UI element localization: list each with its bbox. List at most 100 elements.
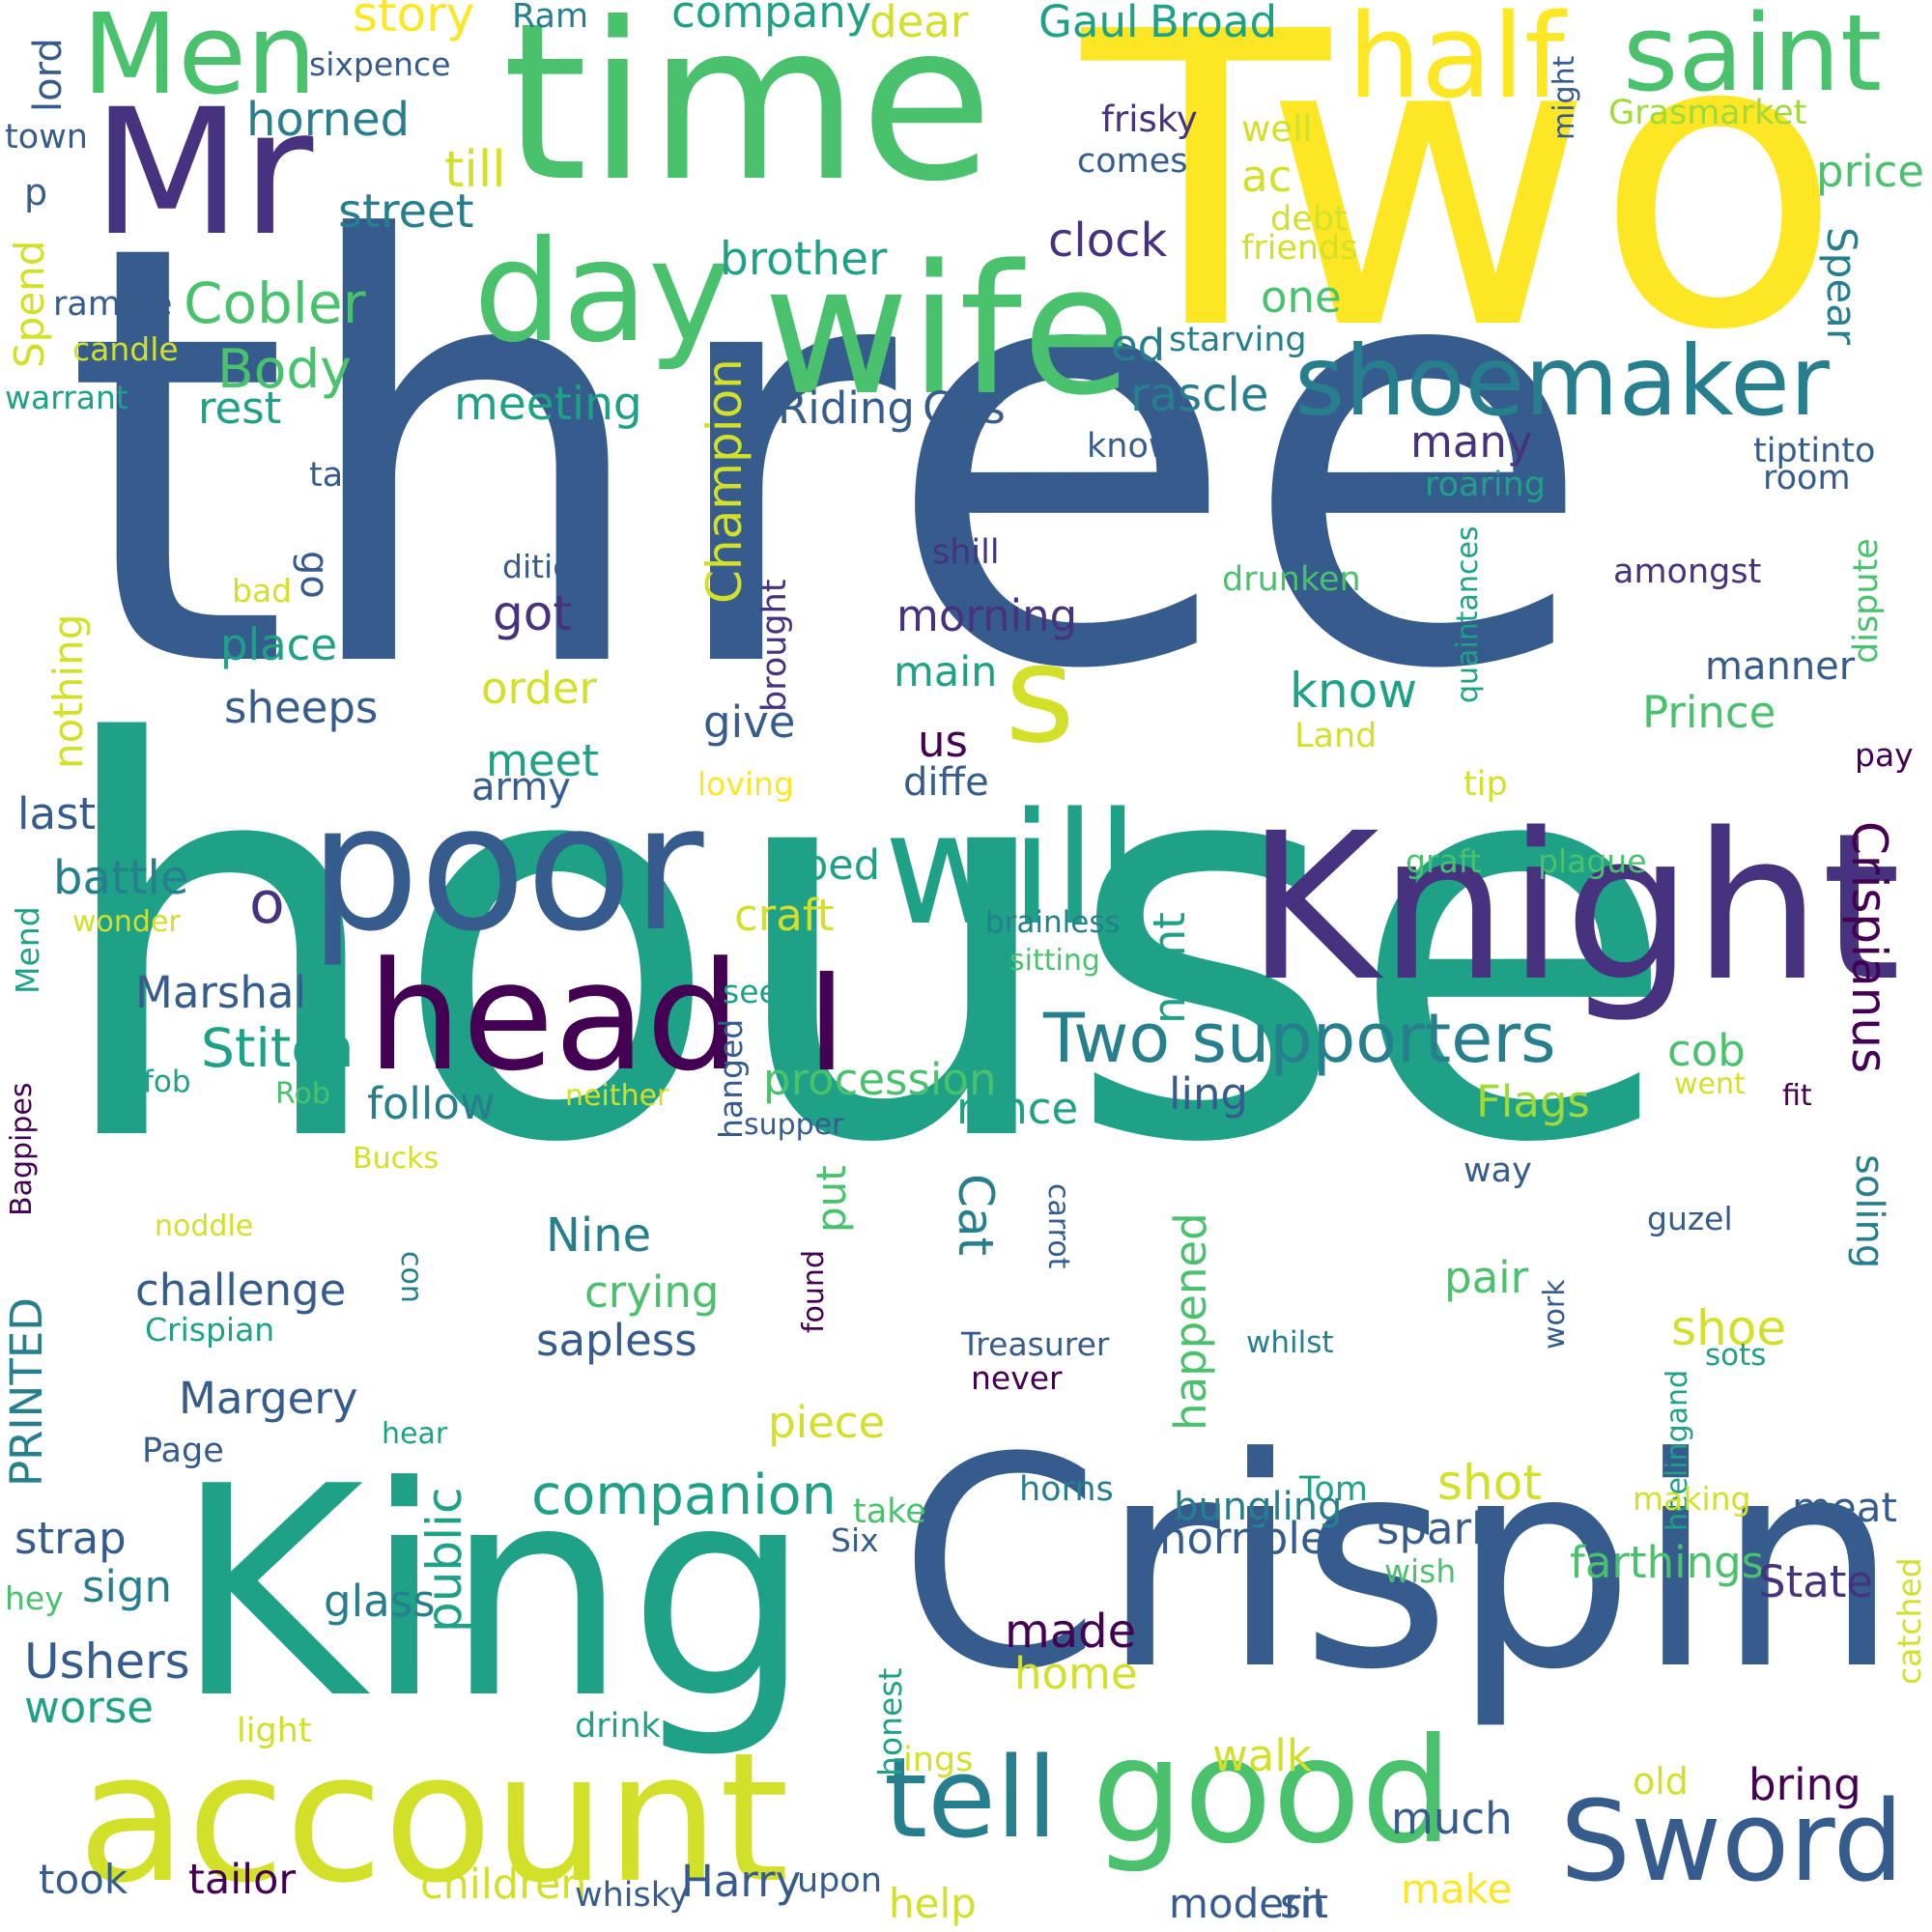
cloud-word: soling	[1847, 1154, 1891, 1269]
cloud-word: honest	[871, 1667, 909, 1776]
cloud-word: frisky	[1101, 99, 1198, 140]
cloud-word: Marshal	[135, 967, 306, 1018]
cloud-word: saint	[1623, 0, 1883, 115]
cloud-word: companion	[531, 1463, 837, 1527]
cloud-word: wish	[1384, 1552, 1457, 1590]
cloud-word: dition	[502, 548, 593, 585]
cloud-word: comes	[1077, 142, 1188, 181]
cloud-word: piece	[768, 1397, 886, 1448]
cloud-word: plague	[1538, 842, 1647, 880]
cloud-word: sheeps	[224, 682, 379, 733]
cloud-word: day	[473, 211, 731, 374]
cloud-word: last	[17, 788, 97, 839]
cloud-word: con	[394, 1251, 428, 1303]
cloud-word: make	[1401, 1865, 1513, 1913]
cloud-word: hear	[382, 1417, 448, 1451]
cloud-word: spark	[1377, 1503, 1497, 1554]
cloud-word: old	[1633, 1760, 1689, 1803]
cloud-word: wife	[763, 226, 1132, 435]
cloud-word: sign	[82, 1561, 173, 1612]
cloud-word: much	[1391, 1793, 1513, 1844]
cloud-word: fob	[143, 1065, 191, 1099]
cloud-word: bungling	[1174, 1485, 1343, 1529]
cloud-word: might	[1548, 55, 1581, 140]
cloud-word: cob	[1667, 1025, 1746, 1076]
cloud-word: work	[1538, 1279, 1572, 1350]
cloud-word: supper	[744, 1108, 844, 1142]
cloud-word: brother	[720, 233, 888, 286]
cloud-word: dispute	[1847, 538, 1886, 664]
cloud-word: Body	[217, 338, 352, 400]
cloud-word: upon	[797, 1861, 882, 1900]
cloud-word: known	[1087, 427, 1198, 466]
cloud-word: sots	[1705, 1338, 1767, 1373]
cloud-word: Margery	[179, 1373, 358, 1424]
cloud-word: debt	[1270, 200, 1348, 239]
cloud-word: home	[1014, 1648, 1138, 1699]
cloud-word: town	[5, 118, 88, 156]
cloud-word: room	[1763, 459, 1851, 497]
cloud-word: King	[174, 1425, 812, 1762]
cloud-word: lord	[26, 38, 71, 112]
cloud-word: brought	[755, 579, 794, 712]
cloud-word: help	[889, 1880, 977, 1927]
cloud-word: Ushers	[24, 1634, 190, 1690]
cloud-word: loving	[697, 765, 794, 803]
cloud-word: well	[1241, 108, 1313, 150]
cloud-word: drunken	[1222, 560, 1361, 599]
cloud-word: Bucks	[353, 1142, 440, 1176]
cloud-word: Men	[82, 0, 317, 120]
cloud-word: starving	[1169, 321, 1307, 359]
cloud-word: Treasurer	[961, 1325, 1110, 1363]
cloud-word: follow	[367, 1078, 496, 1129]
cloud-word: rence	[956, 1083, 1079, 1134]
cloud-word: Prince	[1642, 687, 1776, 738]
cloud-word: friends	[1241, 229, 1358, 268]
cloud-word: Broad	[1150, 0, 1278, 47]
cloud-word: ramble	[53, 285, 173, 324]
cloud-word: account	[77, 1714, 790, 1922]
cloud-word: Crispianus	[1841, 821, 1897, 1074]
cloud-word: rest	[198, 383, 282, 434]
cloud-word: place	[220, 619, 338, 670]
cloud-word: warrant	[5, 379, 128, 416]
cloud-word: Land	[1294, 717, 1378, 755]
cloud-word: head	[367, 929, 741, 1104]
cloud-word: shoemaker	[1294, 325, 1830, 438]
cloud-word: Page	[142, 1432, 224, 1470]
cloud-word: children	[420, 1861, 587, 1909]
cloud-word: pay	[1855, 736, 1914, 774]
cloud-word: price	[1816, 146, 1924, 197]
cloud-word: Mend	[9, 906, 46, 994]
cloud-word: meet	[486, 735, 599, 786]
cloud-word: Six	[831, 1521, 879, 1559]
cloud-word: worse	[24, 1682, 154, 1733]
cloud-word: crying	[584, 1266, 720, 1318]
cloud-word: ed	[1111, 320, 1166, 371]
cloud-word: seek	[723, 973, 797, 1010]
cloud-word: neither	[565, 1079, 669, 1113]
cloud-word: farthings	[1570, 1537, 1765, 1588]
cloud-word: guzel	[1647, 1200, 1733, 1237]
cloud-word: meat	[1792, 1484, 1897, 1531]
cloud-word: bring	[1748, 1759, 1861, 1810]
cloud-word: know	[1290, 663, 1418, 719]
cloud-word: horns	[1019, 1470, 1114, 1509]
cloud-word: story	[353, 0, 475, 43]
cloud-word: hanged	[712, 1018, 750, 1139]
cloud-word: Ram	[512, 0, 589, 36]
cloud-word: whilst	[1246, 1325, 1334, 1360]
cloud-word: sit	[1280, 1880, 1329, 1927]
cloud-word: go	[292, 551, 336, 599]
cloud-word: candle	[72, 330, 179, 368]
cloud-word: Crispian	[145, 1311, 275, 1349]
cloud-word: quaintances	[1451, 526, 1485, 703]
cloud-word: catched	[1890, 1557, 1928, 1685]
cloud-word: night	[1144, 912, 1195, 1024]
cloud-word: challenge	[135, 1264, 347, 1316]
cloud-word: give	[703, 696, 796, 748]
cloud-word: Spend	[6, 240, 53, 368]
cloud-word: wonder	[72, 905, 181, 939]
cloud-word: Tom	[1299, 1470, 1368, 1509]
